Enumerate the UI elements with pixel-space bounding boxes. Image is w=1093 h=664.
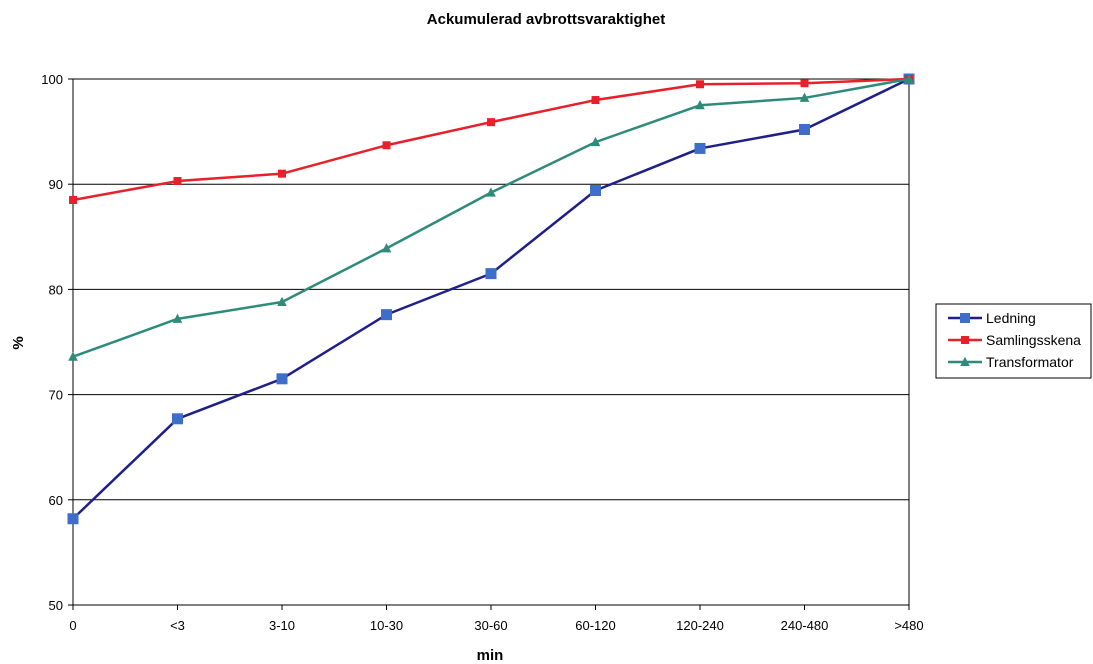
legend-label: Ledning: [986, 310, 1036, 326]
series-line: [72, 77, 910, 202]
data-point: [278, 169, 286, 178]
x-tick-label: 60-120: [575, 618, 615, 633]
x-tick-label: 120-240: [676, 618, 724, 633]
data-point: [591, 96, 600, 105]
y-tick-label: 80: [49, 282, 63, 297]
y-axis-label: %: [10, 336, 27, 349]
x-tick-label: <3: [170, 618, 185, 633]
y-tick-label: 50: [49, 598, 63, 613]
y-tick-label: 100: [41, 72, 63, 87]
data-point: [904, 73, 914, 83]
data-point: [172, 313, 183, 323]
legend: Ledning Samlingsskena Transformator: [935, 303, 1092, 379]
data-point: [173, 177, 182, 186]
y-tick-label: 70: [49, 388, 63, 403]
legend-label: Transformator: [986, 354, 1074, 370]
data-point: [381, 309, 392, 321]
legend-marker: [960, 356, 970, 366]
data-point: [799, 123, 810, 135]
data-point: [276, 373, 288, 385]
data-point: [382, 141, 391, 150]
data-point: [485, 268, 497, 280]
data-point: [69, 195, 77, 204]
x-tick-label: >480: [894, 618, 923, 633]
data-point: [590, 136, 601, 147]
data-point: [486, 187, 496, 197]
series-ledning: [67, 73, 915, 525]
data-point: [277, 296, 287, 306]
x-tick-label: 10-30: [370, 618, 403, 633]
x-tick-label: 3-10: [269, 618, 295, 633]
y-tick-label: 60: [49, 493, 63, 508]
data-point: [68, 351, 78, 361]
data-point: [67, 513, 79, 525]
data-point: [799, 92, 810, 102]
data-point: [487, 118, 495, 127]
data-point: [696, 80, 704, 89]
legend-marker: [961, 336, 969, 344]
x-tick-label: 30-60: [474, 618, 507, 633]
data-point: [800, 79, 809, 88]
data-point: [590, 185, 601, 197]
data-point: [172, 413, 183, 425]
chart-title: Ackumulerad avbrottsvaraktighet: [427, 11, 665, 28]
legend-marker: [960, 313, 970, 323]
data-point: [694, 142, 706, 154]
legend-label: Samlingsskena: [986, 332, 1081, 348]
data-point: [381, 243, 392, 253]
plot-area: 50 60 70 80 90 100 0 <3 3-10 10-30 30-60 60-120 120-…: [41, 72, 923, 633]
x-axis-label: min: [477, 647, 504, 664]
data-point: [695, 100, 705, 110]
series-line: [72, 77, 910, 520]
x-tick-label: 0: [69, 618, 76, 633]
x-tick-label: 240-480: [781, 618, 829, 633]
y-tick-label: 90: [49, 177, 63, 192]
series-transformator: [68, 73, 914, 361]
